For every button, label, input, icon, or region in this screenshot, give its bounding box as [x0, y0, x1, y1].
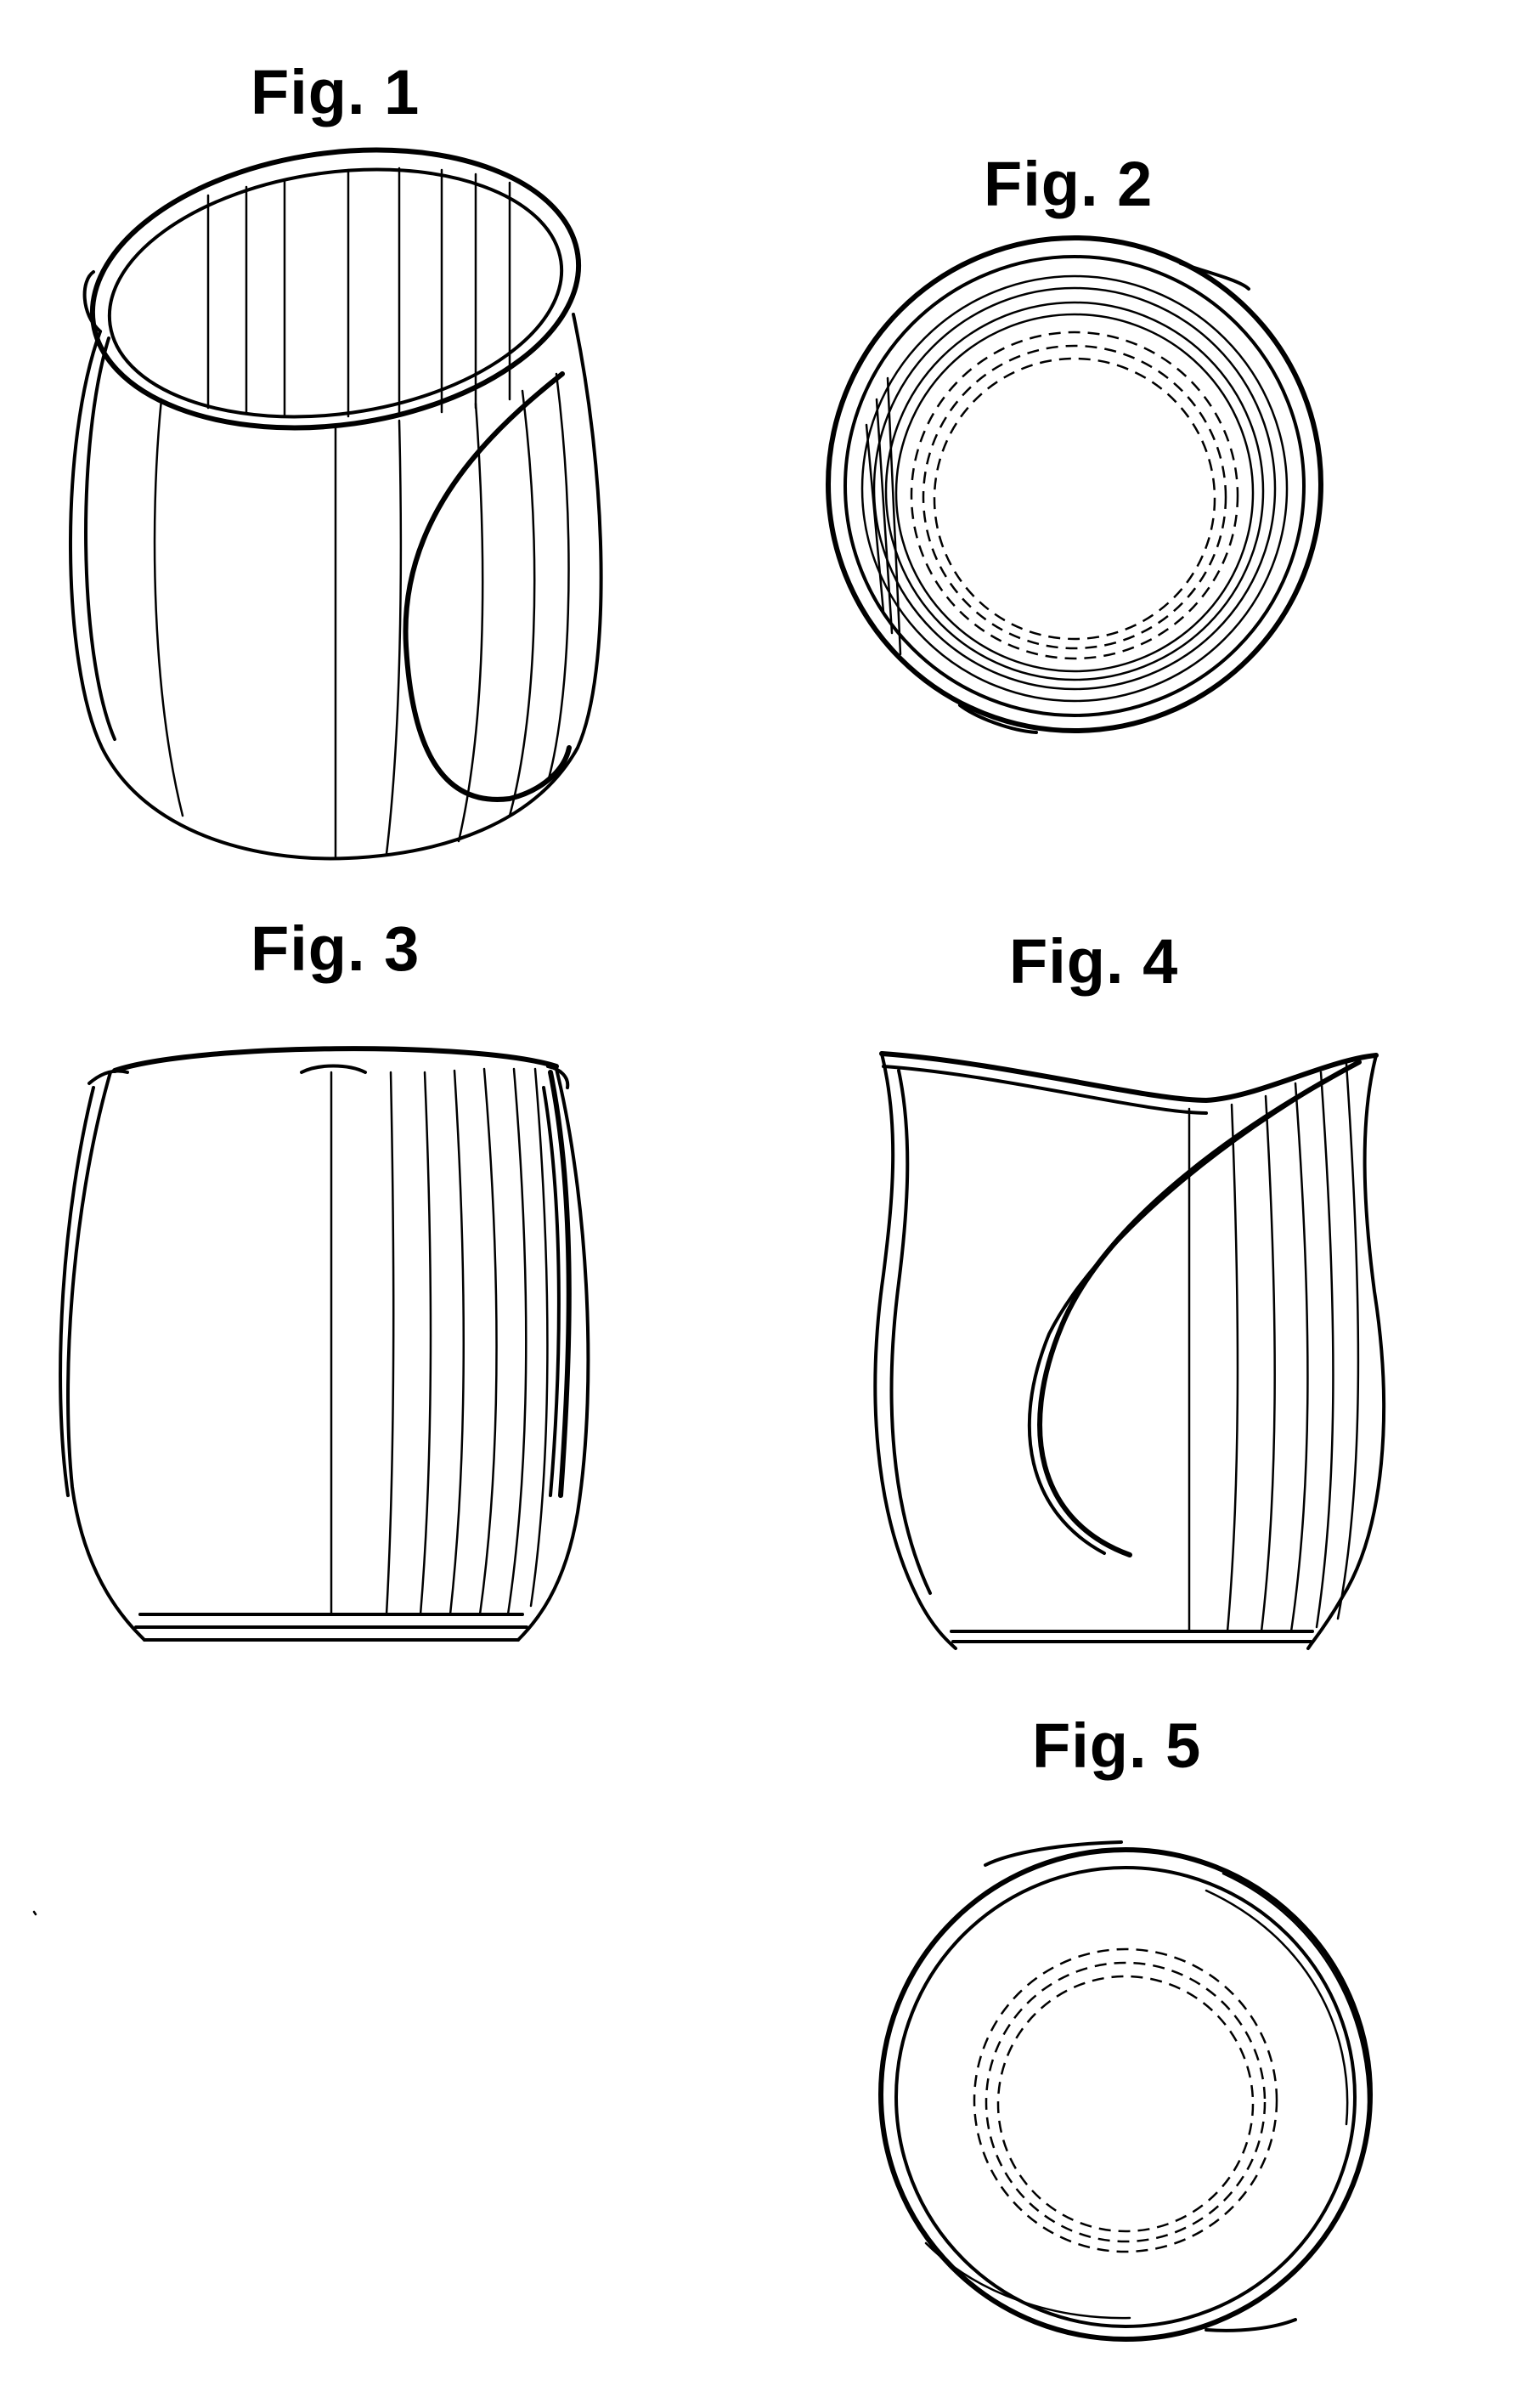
- fig1-body-left-inner: [86, 338, 115, 739]
- fig5-hidden-ring: [974, 1949, 1277, 2252]
- fig-3-front-view: [60, 1049, 588, 1640]
- stray-mark: [34, 1912, 36, 1914]
- fig1-body-line: [510, 391, 534, 816]
- fig2-inner-rim: [845, 257, 1304, 715]
- fig1-body-line: [548, 374, 568, 782]
- fig1-body-line: [155, 399, 183, 816]
- fig4-body-left-inner: [892, 1071, 930, 1593]
- fig2-ring: [896, 314, 1253, 671]
- fig3-body-line: [480, 1069, 496, 1614]
- fig-1-perspective-cup: [71, 120, 601, 858]
- fig4-rim-inner: [883, 1066, 1206, 1113]
- fig-4-side-view: [875, 1054, 1384, 1648]
- fig4-body-line: [1261, 1096, 1275, 1631]
- fig4-body-line: [1317, 1072, 1333, 1627]
- fig3-body-line: [450, 1071, 464, 1614]
- fig5-hidden-ring: [986, 1963, 1265, 2241]
- fig2-lip-top: [1181, 263, 1249, 289]
- fig2-hidden-ring: [911, 332, 1238, 659]
- fig2-ring: [886, 302, 1263, 680]
- fig4-grip-groove: [1040, 1062, 1359, 1555]
- fig2-hidden-ring: [934, 359, 1215, 639]
- fig3-rim-highlight: [302, 1066, 365, 1073]
- fig4-body-line: [1227, 1105, 1238, 1631]
- fig4-body-right: [1308, 1055, 1384, 1648]
- fig-2-top-view: [828, 238, 1321, 732]
- fig2-ring: [862, 276, 1287, 701]
- fig1-grip-groove: [406, 374, 569, 800]
- fig2-outer-rim: [828, 238, 1321, 731]
- fig5-inner-rim: [896, 1868, 1355, 2326]
- fig4-body-line: [1291, 1083, 1307, 1631]
- fig3-body-line: [531, 1069, 547, 1606]
- fig3-body-line: [420, 1072, 431, 1614]
- fig1-body-line: [386, 421, 401, 854]
- fig3-body-left-outer: [60, 1088, 93, 1495]
- fig-5-bottom-view: [881, 1842, 1370, 2339]
- fig5-hidden-ring: [998, 1976, 1253, 2231]
- fig3-body-line: [386, 1072, 393, 1614]
- fig5-outer-rim: [881, 1850, 1370, 2339]
- fig4-body-line: [1338, 1064, 1358, 1619]
- fig2-hidden-ring: [923, 346, 1226, 648]
- fig3-body-line: [508, 1069, 526, 1614]
- fig1-rim-inner: [93, 142, 578, 444]
